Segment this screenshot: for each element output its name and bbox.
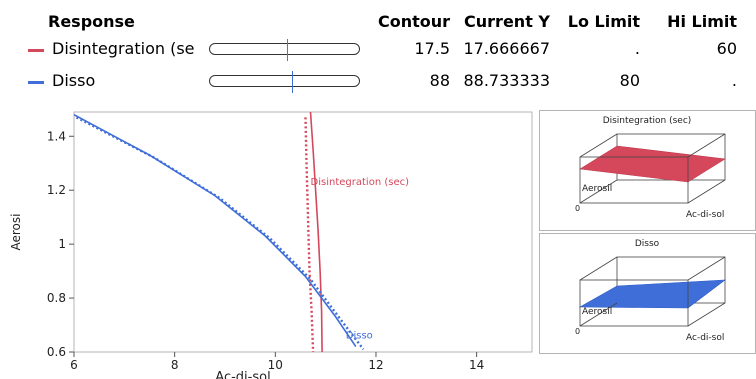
lo-limit-disintegration[interactable]: . [634,39,640,58]
contour-label-2: Disso [346,331,373,342]
lo-limit-disso[interactable]: 80 [619,71,640,90]
contour-plot[interactable]: 6 8 10 12 14 0.6 0.8 1 1.2 1.4 Ac-di-sol Aerosi Disi… [0,100,535,379]
surface-zero-0: 0 [575,204,580,213]
surface-plane-1 [578,279,726,309]
hi-limit-disso[interactable]: . [731,71,737,90]
x-tick-label: 12 [368,358,383,372]
slider-handle-disintegration[interactable] [287,39,289,61]
surface-box-edge-0 [687,133,726,158]
contour-line-0 [309,111,323,353]
header-current-y: Current Y [464,12,550,31]
y-axis-label: Aerosi [9,214,23,251]
surface-panel-disso: Disso Aerosil 0 Ac-di-sol [539,233,756,354]
surface-xlabel-0: Ac-di-sol [686,210,724,220]
surface-title-0: Disintegration (sec) [603,116,692,126]
plot-frame [73,111,533,353]
surface-zero-1: 0 [575,327,580,336]
surface-box-edge-1 [687,302,726,327]
contour-value-disso[interactable]: 88 [429,71,450,90]
header-lo-limit: Lo Limit [567,12,640,31]
surface-box-edge-1 [579,256,618,281]
current-y-disso: 88.733333 [463,71,550,90]
y-tick-label: 1.2 [47,183,66,197]
row-name-disso: Disso [52,71,96,90]
surface-box-edge-0 [687,179,726,204]
surface-box-edge-1 [687,256,726,281]
current-y-disintegration: 17.666667 [463,39,550,58]
contour-value-disintegration[interactable]: 17.5 [414,39,450,58]
x-tick-label: 10 [268,358,283,372]
surface-box-edge-0 [579,179,618,204]
hi-limit-disintegration[interactable]: 60 [716,39,737,58]
surface-plot-disso[interactable]: Disso Aerosil 0 Ac-di-sol [540,234,755,353]
x-tick-label: 6 [70,358,78,372]
x-tick-label: 8 [171,358,179,372]
surface-box-edge-0 [579,133,618,158]
surface-ylabel-0: Aerosil [582,184,612,194]
header-hi-limit: Hi Limit [667,12,737,31]
surface-plane-0 [579,145,726,183]
legend-line-disintegration [28,49,44,52]
y-tick-label: 0.6 [47,345,66,359]
x-tick-label: 14 [469,358,484,372]
surface-plot-disintegration[interactable]: Disintegration (sec) Aerosil 0 Ac-di-sol [540,111,755,230]
header-contour: Contour [377,12,450,31]
contour-line-1 [304,117,315,353]
surface-ylabel-1: Aerosil [582,307,612,317]
x-axis-label: Ac-di-sol [215,370,270,379]
y-tick-label: 1.4 [47,129,66,143]
surface-xlabel-1: Ac-di-sol [686,333,724,343]
contour-slider-disintegration[interactable] [209,39,360,61]
y-tick-label: 1 [58,237,66,251]
header-response: Response [48,12,135,31]
surface-title-1: Disso [635,239,660,249]
legend-line-disso [28,81,44,84]
row-name-disintegration: Disintegration (se [52,39,195,58]
slider-handle-disso[interactable] [291,71,293,93]
surface-box-front-1 [579,279,689,327]
contour-slider-disso[interactable] [209,71,360,93]
contour-label-0: Disintegration (sec) [311,177,410,188]
surface-box-front-0 [579,156,689,204]
y-tick-label: 0.8 [47,291,66,305]
surface-panel-disintegration: Disintegration (sec) Aerosil 0 Ac-di-sol [539,110,756,231]
surface-box-edge-1 [579,302,618,327]
